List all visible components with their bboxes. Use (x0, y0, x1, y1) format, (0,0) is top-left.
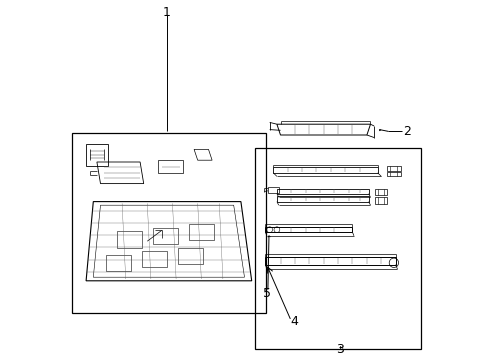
Text: 3: 3 (335, 343, 343, 356)
Text: 2: 2 (403, 125, 411, 138)
Text: 5: 5 (263, 287, 271, 300)
Bar (255, 148, 420, 349)
Text: 1: 1 (163, 6, 171, 19)
Text: 4: 4 (289, 315, 297, 328)
Bar (72, 133, 265, 313)
